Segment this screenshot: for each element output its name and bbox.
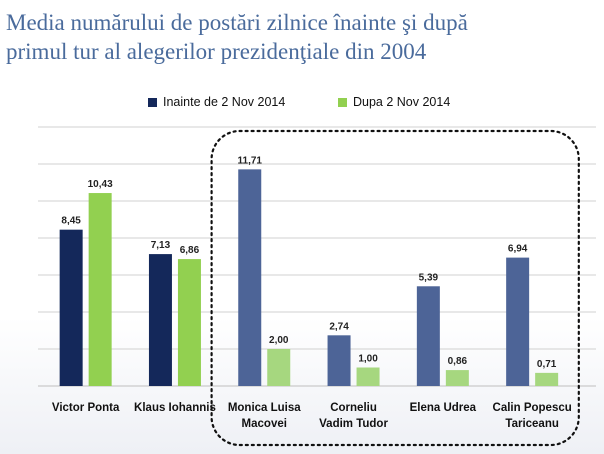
legend-item-before: Inainte de 2 Nov 2014 — [148, 95, 285, 109]
bar-before — [59, 229, 83, 386]
data-label: 1,00 — [358, 354, 378, 365]
category-label: Corneliu — [330, 402, 377, 414]
bar-after — [177, 259, 201, 386]
bar-before — [416, 286, 440, 386]
category-label: Vadim Tudor — [319, 418, 388, 430]
chart-title-line-2: primul tur al alegerilor prezidenţiale d… — [6, 39, 427, 64]
data-label: 8,45 — [61, 216, 81, 227]
data-label: 6,86 — [180, 245, 200, 256]
category-label: Tariceanu — [505, 418, 558, 430]
data-label: 10,43 — [88, 179, 113, 190]
category-label: Calin Popescu — [493, 402, 572, 414]
bar-after — [535, 372, 559, 386]
bar-after — [267, 349, 291, 386]
bar-before — [238, 169, 262, 386]
legend-label-before: Inainte de 2 Nov 2014 — [163, 95, 286, 109]
data-label: 7,13 — [151, 240, 171, 251]
highlight-box — [210, 129, 580, 447]
legend-item-after: Dupa 2 Nov 2014 — [338, 95, 450, 109]
chart-legend: Inainte de 2 Nov 2014 Dupa 2 Nov 2014 — [0, 95, 604, 113]
category-label: Macovei — [242, 418, 287, 430]
legend-swatch-before — [148, 97, 157, 107]
bar-before — [506, 257, 530, 386]
data-label: 6,94 — [508, 244, 528, 255]
category-label: Klaus Iohannis — [134, 402, 216, 414]
category-label: Monica Luisa — [228, 402, 301, 414]
chart-title: Media numărului de postări zilnice înain… — [6, 8, 596, 66]
bar-before — [327, 335, 351, 386]
bar-after — [88, 193, 112, 386]
data-label: 0,71 — [537, 359, 557, 370]
bar-after — [356, 367, 380, 386]
category-label: Elena Udrea — [410, 402, 477, 414]
bar-after — [445, 370, 469, 386]
chart-title-line-1: Media numărului de postări zilnice înain… — [6, 10, 468, 35]
data-label: 5,39 — [419, 272, 439, 283]
bar-before — [148, 254, 172, 386]
data-label: 2,00 — [269, 335, 289, 346]
category-label: Victor Ponta — [52, 402, 120, 414]
data-label: 0,86 — [448, 356, 468, 367]
data-label: 11,71 — [238, 155, 263, 166]
legend-label-after: Dupa 2 Nov 2014 — [353, 95, 451, 109]
legend-swatch-after — [338, 97, 347, 107]
data-label: 2,74 — [329, 321, 349, 332]
